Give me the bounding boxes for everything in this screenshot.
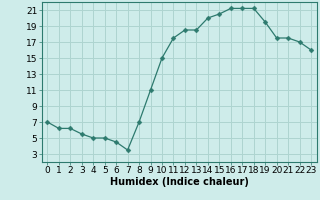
X-axis label: Humidex (Indice chaleur): Humidex (Indice chaleur) — [110, 177, 249, 187]
